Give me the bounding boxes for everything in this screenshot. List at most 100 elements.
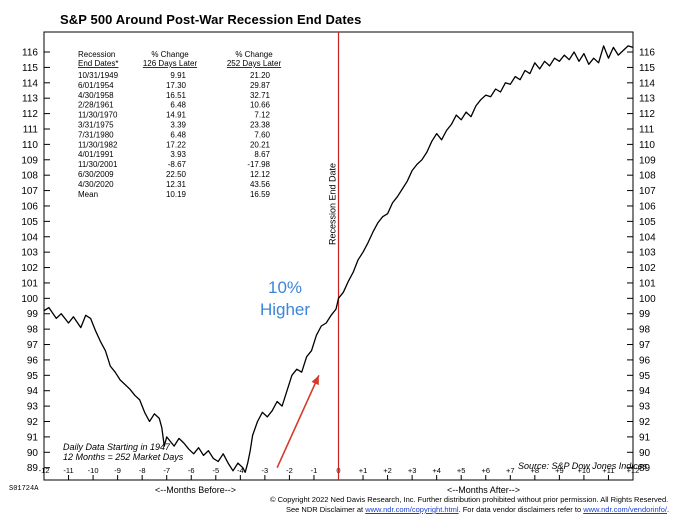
table-cell: 7.12 [254,111,270,120]
y-tick-label-right: 113 [639,94,655,105]
y-tick-label-right: 108 [639,171,656,182]
recession-end-label: Recession End Date [328,163,338,245]
annotation-arrow [276,374,320,469]
x-tick-label: +7 [506,466,515,475]
table-cell: 32.71 [250,91,271,100]
y-tick-label-left: 111 [23,124,39,135]
note-line-2: 12 Months = 252 Market Days [63,452,184,462]
table-cell: 43.56 [250,180,271,189]
y-tick-label-right: 93 [639,402,651,413]
table-cell: 17.30 [166,81,187,90]
table-header: Recession [78,50,115,59]
footer-disclaimer-text: See NDR Disclaimer at [286,505,366,514]
table-header: % Change [151,50,189,59]
arrow-head [311,375,319,386]
y-tick-label-left: 115 [22,63,38,74]
y-tick-label-left: 109 [21,155,38,166]
table-cell: 17.22 [166,140,187,149]
table-cell: 14.91 [166,111,187,120]
y-tick-label-left: 107 [21,186,38,197]
y-tick-label-left: 90 [27,448,39,459]
table-cell: 7.60 [254,130,270,139]
y-tick-label-left: 98 [27,325,39,336]
y-tick-label-left: 95 [27,371,39,382]
table-cell: 29.87 [250,81,271,90]
y-ticks: 89 89 90 90 91 91 92 92 93 93 94 94 95 95 96 96 97 97 98 98… [21,48,656,475]
table-cell: 16.51 [166,91,187,100]
x-tick-label: -3 [262,466,269,475]
y-tick-label-right: 112 [639,109,655,120]
y-tick-label-right: 100 [639,294,656,305]
y-tick-label-right: 107 [639,186,656,197]
table-cell: 4/30/1958 [78,91,114,100]
table-header: % Change [235,50,273,59]
note-line-1: Daily Data Starting in 1947 [63,442,171,452]
table-cell: 6/01/1954 [78,81,114,90]
chart-code: S01724A [9,485,39,493]
y-tick-label-right: 104 [639,232,656,243]
y-tick-label-right: 115 [639,63,655,74]
chart-title: S&P 500 Around Post-War Recession End Da… [60,12,362,27]
arrow-shaft [276,374,320,469]
table-cell: 6.48 [170,130,186,139]
x-tick-label: -1 [311,466,318,475]
footer-vendor-text: . For data vendor disclaimers refer to [458,505,584,514]
sp500-line [43,45,634,473]
y-tick-label-left: 101 [21,278,38,289]
y-tick-label-left: 104 [21,232,38,243]
x-tick-label: +12 [627,466,640,475]
y-tick-label-right: 95 [639,371,651,382]
x-tick-label: +3 [408,466,417,475]
y-tick-label-left: 106 [21,201,38,212]
table-cell: 20.21 [250,140,271,149]
y-tick-label-right: 92 [639,417,651,428]
y-tick-label-left: 89 [27,463,39,474]
y-tick-label-right: 101 [639,278,656,289]
x-tick-label: -2 [286,466,293,475]
y-tick-label-right: 116 [639,48,655,59]
y-tick-label-left: 92 [27,417,39,428]
y-tick-label-left: 102 [21,263,38,274]
y-tick-label-left: 99 [27,309,39,320]
y-tick-label-right: 109 [639,155,656,166]
y-tick-label-right: 90 [639,448,651,459]
vendorinfo-link[interactable]: www.ndr.com/vendorinfo/ [583,505,667,514]
y-tick-label-left: 116 [22,48,38,59]
x-tick-label: +11 [602,466,614,475]
x-tick-label: -9 [114,466,121,475]
table-cell: 2/28/1961 [78,101,114,110]
table-cell: 7/31/1980 [78,130,114,139]
table-cell: 6/30/2009 [78,170,114,179]
table-header: 252 Days Later [227,59,282,68]
table-cell: 12.12 [250,170,271,179]
table-cell: 11/30/1982 [78,140,118,149]
y-tick-label-right: 103 [639,248,656,259]
table-cell: -17.98 [247,160,270,169]
table-cell: 22.50 [166,170,187,179]
x-tick-label: +9 [555,466,564,475]
footer-end: . [667,505,670,514]
footer-line-2: See NDR Disclaimer at www.ndr.com/copyri… [286,505,669,514]
table-cell: 9.91 [170,71,186,80]
x-tick-label: +6 [481,466,490,475]
y-tick-label-right: 102 [639,263,656,274]
y-tick-label-left: 103 [21,248,38,259]
y-tick-label-right: 89 [639,463,651,474]
table-cell: 10.66 [250,101,271,110]
x-tick-label: -10 [88,466,99,475]
table-cell: 3.39 [170,121,186,130]
table-cell: -8.67 [168,160,187,169]
y-tick-label-right: 97 [639,340,651,351]
y-tick-label-left: 91 [27,432,39,443]
x-tick-label: -4 [237,466,244,475]
annotation-line1: 10% [267,278,303,297]
y-tick-label-left: 100 [21,294,38,305]
y-tick-label-right: 111 [639,124,655,135]
y-tick-label-left: 94 [27,386,39,397]
x-tick-label: +8 [531,466,540,475]
y-tick-label-left: 112 [22,109,38,120]
copyright-link[interactable]: www.ndr.com/copyright.html [365,505,459,514]
